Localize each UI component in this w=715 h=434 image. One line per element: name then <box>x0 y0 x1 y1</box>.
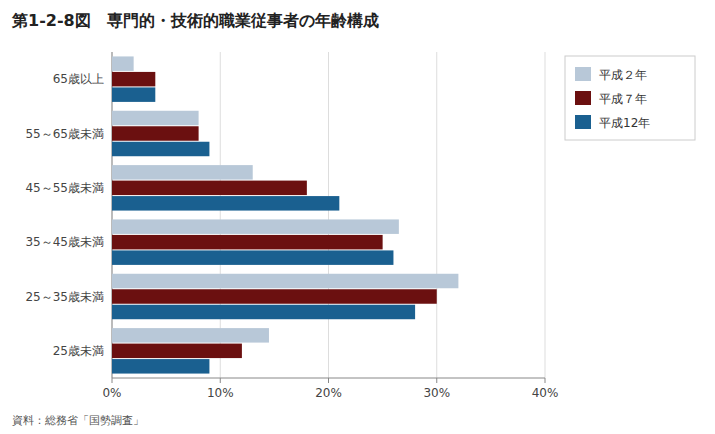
bar <box>112 165 253 179</box>
bar <box>112 344 242 358</box>
tick-label: 30% <box>423 386 450 400</box>
bar <box>112 196 339 210</box>
bar <box>112 111 199 125</box>
legend-swatch <box>575 91 591 105</box>
bar <box>112 72 155 86</box>
category-label: 55～65歳未満 <box>25 127 104 141</box>
bar <box>112 181 307 195</box>
tick-mark <box>220 378 221 383</box>
category-label: 45～55歳未満 <box>25 181 104 195</box>
tick-label: 40% <box>532 386 559 400</box>
legend-swatch <box>575 67 591 81</box>
bar <box>112 142 209 156</box>
legend-label: 平成７年 <box>599 92 647 106</box>
category-label: 35～45歳未満 <box>25 235 104 249</box>
tick-mark <box>328 378 329 383</box>
grid-line <box>436 52 437 378</box>
title: 第1-2-8図 専門的・技術的職業従事者の年齢構成 <box>11 11 379 30</box>
grid-line <box>545 52 546 378</box>
bars <box>112 56 458 373</box>
grid-line <box>328 52 329 378</box>
bar <box>112 235 383 249</box>
axis-line <box>112 378 545 379</box>
bar <box>112 87 155 101</box>
category-label: 65歳以上 <box>53 72 104 86</box>
source: 資料：総務省「国勢調査」 <box>12 414 144 427</box>
bar <box>112 274 458 288</box>
legend-label: 平成12年 <box>599 116 650 130</box>
x-axis: 0% 10% 20% 30% 40% <box>102 52 558 400</box>
bar <box>112 328 269 342</box>
tick-mark <box>112 378 113 383</box>
category-label: 25～35歳未満 <box>25 290 104 304</box>
bar <box>112 305 415 319</box>
tick-mark <box>436 378 437 383</box>
chart: 第1-2-8図 専門的・技術的職業従事者の年齢構成 0% 10% 20% 30% 40% 6… <box>0 0 715 434</box>
legend-box <box>565 56 695 140</box>
bar <box>112 250 393 264</box>
tick-label: 20% <box>315 386 342 400</box>
bar <box>112 359 209 373</box>
category-label: 25歳未満 <box>53 344 104 358</box>
legend: 平成２年平成７年平成12年 <box>565 56 695 140</box>
tick-mark <box>545 378 546 383</box>
bar <box>112 56 134 70</box>
bar <box>112 126 199 140</box>
tick-label: 0% <box>102 386 121 400</box>
legend-label: 平成２年 <box>599 68 647 82</box>
y-axis: 65歳以上 55～65歳未満 45～55歳未満 35～45歳未満 25～35歳未満 25歳… <box>25 72 104 358</box>
tick-label: 10% <box>207 386 234 400</box>
bar <box>112 219 399 233</box>
legend-swatch <box>575 115 591 129</box>
bar <box>112 289 437 303</box>
